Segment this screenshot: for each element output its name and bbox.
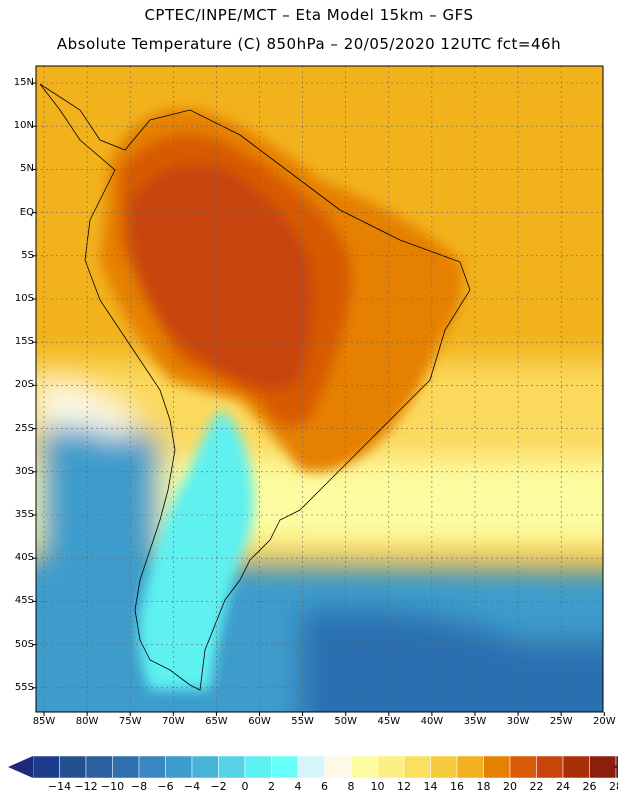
lon-label: 75W [118, 716, 142, 727]
colorbar-swatch [509, 755, 537, 779]
colorbar-swatch [138, 755, 166, 779]
colorbar-swatch [350, 755, 378, 779]
ocean-deep-band [300, 608, 603, 712]
continent-coastline [39, 83, 471, 691]
lat-label: EQ [19, 206, 34, 218]
colorbar-label: 0 [241, 780, 249, 793]
lat-label: 40S [14, 552, 34, 564]
colorbar-label: −6 [157, 780, 174, 793]
lon-label: 40W [420, 716, 444, 727]
colorbar-swatch [244, 755, 272, 779]
colorbar-label: 14 [423, 780, 438, 793]
colorbar-swatch [271, 755, 299, 779]
colorbar-swatch [59, 755, 87, 779]
colorbar-swatch [218, 755, 246, 779]
colorbar-label: 8 [347, 780, 355, 793]
lat-label: 5S [21, 249, 34, 261]
colorbar-swatch [112, 755, 140, 779]
colorbar-label: 16 [450, 780, 464, 793]
lon-label: 85W [32, 716, 56, 727]
lat-label: 5N [20, 163, 34, 175]
lat-label: 10N [13, 120, 34, 132]
colorbar-label: 28 [609, 780, 618, 793]
pacific-white-zone [40, 380, 140, 440]
colorbar-label: 22 [529, 780, 544, 793]
colorbar-label: 24 [556, 780, 570, 793]
lon-label: 80W [75, 716, 99, 727]
map-field [36, 66, 603, 712]
colorbar-swatch [483, 755, 511, 779]
colorbar-swatch [562, 755, 590, 779]
lat-label: 30S [14, 465, 34, 477]
colorbar-swatch [32, 755, 60, 779]
map-frame [35, 65, 604, 713]
lat-label: 35S [14, 509, 34, 520]
land-hot-zone [130, 164, 314, 390]
colorbar-label: −8 [130, 780, 148, 793]
lon-label: 20W [592, 716, 616, 727]
colorbar-label: 20 [503, 780, 517, 793]
colorbar-swatch [85, 755, 113, 779]
lon-label: 30W [506, 716, 530, 727]
lat-label: 10S [14, 293, 34, 304]
map-title-line-1: CPTEC/INPE/MCT – Eta Model 15km – GFS [144, 6, 474, 24]
colorbar-label: 10 [370, 780, 385, 793]
colorbar-label: −12 [74, 780, 98, 793]
colorbar-label: −14 [47, 780, 72, 793]
map-title-line-2: Absolute Temperature (C) 850hPa – 20/05/… [56, 35, 562, 53]
lat-label: 15S [14, 336, 34, 348]
colorbar-label: 12 [397, 780, 411, 793]
lon-label: 45W [377, 716, 401, 727]
lat-label: 55S [14, 681, 34, 693]
colorbar-swatch [191, 755, 219, 779]
lon-label: 60W [248, 716, 271, 727]
lat-label: 45S [14, 595, 34, 607]
colorbar-swatch [377, 755, 405, 779]
axis-ticks [32, 82, 605, 716]
lon-label: 70W [161, 716, 185, 727]
colorbar-right-arrow [612, 764, 618, 770]
colorbar-swatch [403, 755, 431, 779]
lat-label: 20S [14, 379, 34, 391]
lat-label: 50S [14, 638, 34, 650]
colorbar-label: 2 [268, 780, 275, 793]
colorbar-label: −10 [100, 780, 125, 793]
colorbar-swatch [297, 755, 325, 779]
land-cold-zone [138, 410, 254, 690]
lat-label: 15N [13, 77, 34, 88]
colorbar-label: −2 [210, 780, 227, 793]
pacific-cold-pool [40, 420, 160, 700]
lat-label: 25S [14, 422, 34, 434]
lon-label: 55W [291, 716, 314, 727]
colorbar-label: 4 [294, 780, 302, 793]
colorbar-swatch [456, 755, 484, 779]
colorbar-label: 18 [476, 780, 491, 793]
lon-label: 50W [334, 716, 357, 727]
colorbar-swatch [430, 755, 458, 779]
colorbar-label: −4 [183, 780, 201, 793]
colorbar-label: 26 [582, 780, 597, 793]
colorbar-swatch [536, 755, 564, 779]
lon-label: 25W [549, 716, 573, 727]
colorbar-swatch [165, 755, 193, 779]
lon-label: 65W [205, 716, 228, 727]
colorbar [8, 755, 618, 779]
colorbar-swatch [324, 755, 352, 779]
colorbar-left-arrow [8, 756, 33, 778]
colorbar-label: 6 [321, 780, 328, 793]
lon-label: 35W [463, 716, 487, 727]
